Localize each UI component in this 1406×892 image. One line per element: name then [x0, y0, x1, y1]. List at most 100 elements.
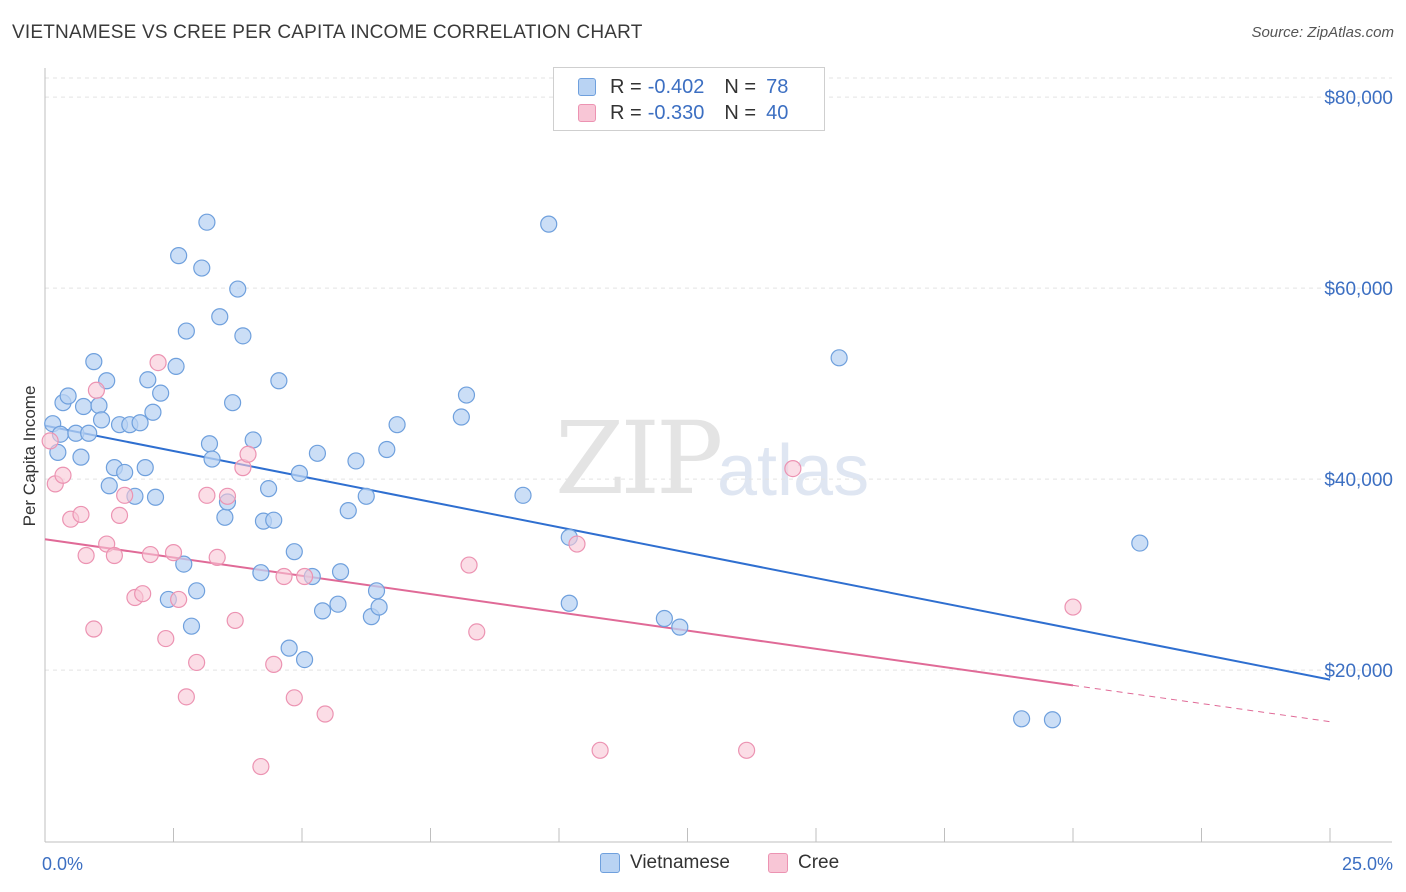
point-cree: [218, 487, 237, 505]
bottom-legend-label-vietnamese: Vietnamese: [630, 852, 730, 873]
point-cree: [295, 567, 314, 586]
point-cree: [275, 567, 293, 586]
point-cree: [54, 466, 72, 484]
point-vietnamese: [671, 618, 689, 636]
trend-line-vietnamese: [44, 424, 1331, 681]
point-vietnamese: [308, 444, 327, 462]
point-vietnamese: [270, 372, 288, 390]
point-cree: [141, 545, 159, 564]
point-vietnamese: [167, 357, 185, 376]
point-vietnamese: [457, 386, 476, 404]
point-vietnamese: [1012, 710, 1031, 728]
point-cree: [110, 506, 129, 524]
point-cree: [591, 741, 609, 759]
point-vietnamese: [313, 602, 332, 620]
legend-swatch-cree: [578, 104, 596, 122]
bottom-legend-swatch-cree: [768, 853, 788, 873]
y-tick-label: $20,000: [1324, 661, 1393, 682]
y-axis-label: Per Capita Income: [20, 386, 39, 527]
point-vietnamese: [203, 450, 221, 468]
data-points: [41, 213, 1149, 776]
y-tick-label: $40,000: [1324, 470, 1393, 491]
point-vietnamese: [329, 595, 347, 613]
point-vietnamese: [331, 563, 350, 581]
grid-lines: [45, 77, 1392, 671]
trend-line-cree-extension: [1072, 684, 1331, 723]
point-cree: [134, 585, 152, 603]
point-cree: [460, 556, 478, 574]
chart-title: VIETNAMESE VS CREE PER CAPITA INCOME COR…: [12, 22, 643, 43]
point-cree: [41, 432, 59, 450]
point-vietnamese: [139, 371, 157, 389]
point-vietnamese: [265, 511, 283, 529]
point-vietnamese: [100, 477, 118, 495]
legend: R = -0.402 N = 78 R = -0.330 N = 40: [553, 67, 825, 131]
point-cree: [77, 546, 95, 565]
point-cree: [149, 353, 167, 372]
legend-n-label: N =: [724, 101, 757, 124]
point-vietnamese: [1043, 711, 1062, 729]
point-vietnamese: [146, 488, 165, 506]
chart-source: Source: ZipAtlas.com: [1251, 24, 1394, 41]
point-vietnamese: [259, 480, 278, 498]
point-cree: [116, 486, 134, 504]
legend-n-value: 40: [766, 101, 789, 124]
point-vietnamese: [216, 508, 234, 526]
point-vietnamese: [188, 582, 206, 600]
y-tick-label: $80,000: [1324, 88, 1393, 109]
tick-labels: $20,000 $40,000 $60,000 $80,000 0.0% 25.0%: [42, 88, 1393, 874]
point-vietnamese: [182, 617, 201, 635]
point-cree: [468, 623, 486, 641]
point-vietnamese: [339, 502, 357, 520]
point-vietnamese: [90, 396, 108, 415]
point-cree: [285, 689, 303, 707]
point-cree: [105, 546, 123, 565]
legend-r-value: -0.402: [647, 75, 705, 98]
point-vietnamese: [347, 452, 365, 470]
point-vietnamese: [234, 327, 252, 345]
point-vietnamese: [830, 349, 848, 367]
point-vietnamese: [116, 463, 134, 482]
point-vietnamese: [252, 564, 270, 582]
point-vietnamese: [452, 408, 470, 426]
legend-n-value: 78: [766, 75, 789, 98]
point-cree: [1064, 598, 1082, 616]
point-vietnamese: [1131, 534, 1149, 552]
point-cree: [85, 620, 103, 638]
point-vietnamese: [295, 650, 314, 669]
watermark-zip: ZIP: [555, 400, 723, 517]
bottom-legend-cree: Cree: [768, 852, 839, 874]
point-vietnamese: [378, 440, 396, 459]
point-vietnamese: [655, 609, 673, 628]
point-cree: [164, 544, 183, 562]
point-vietnamese: [144, 403, 162, 421]
point-cree: [226, 611, 244, 630]
point-vietnamese: [198, 213, 216, 231]
point-cree: [72, 505, 90, 524]
point-vietnamese: [175, 555, 193, 573]
point-cree: [170, 590, 188, 609]
legend-swatch-vietnamese: [578, 78, 596, 96]
bottom-legend-vietnamese: Vietnamese: [600, 852, 730, 874]
point-vietnamese: [131, 414, 149, 432]
point-vietnamese: [193, 259, 211, 277]
point-cree: [316, 705, 334, 723]
point-vietnamese: [136, 459, 154, 477]
point-cree: [87, 381, 106, 399]
axes: [44, 68, 1392, 843]
point-cree: [265, 655, 283, 673]
point-vietnamese: [290, 464, 309, 482]
point-vietnamese: [357, 487, 375, 505]
point-vietnamese: [211, 308, 229, 326]
legend-r-label: R =: [610, 101, 642, 124]
x-tick-label: 25.0%: [1342, 854, 1393, 874]
point-vietnamese: [388, 416, 406, 434]
legend-r-label: R =: [610, 75, 642, 98]
point-vietnamese: [170, 247, 188, 265]
point-vietnamese: [280, 639, 298, 657]
legend-row-cree: R = -0.330 N = 40: [578, 101, 788, 125]
point-cree: [208, 548, 226, 567]
point-cree: [738, 741, 756, 759]
point-vietnamese: [540, 215, 558, 233]
